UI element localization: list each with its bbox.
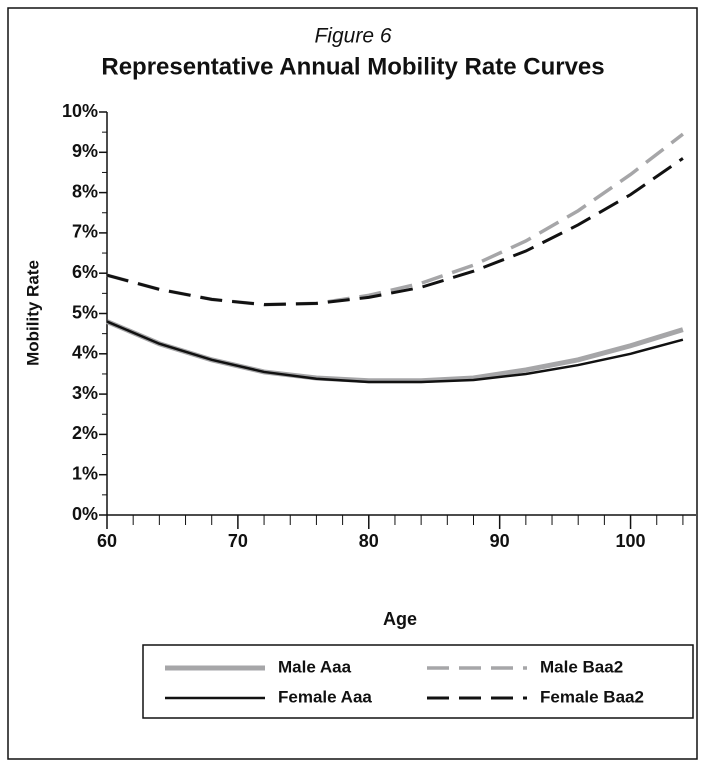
series-line (106, 157, 684, 307)
y-tick-label: 2% (72, 423, 98, 443)
legend-label: Female Baa2 (540, 687, 644, 706)
legend-label: Female Aaa (278, 687, 372, 706)
x-tick-label: 60 (97, 531, 117, 551)
x-tick-label: 70 (228, 531, 248, 551)
series-line (106, 320, 684, 384)
y-tick-label: 0% (72, 504, 98, 524)
legend-label: Male Baa2 (540, 657, 623, 676)
y-axis-label: Mobility Rate (23, 260, 42, 366)
y-tick-label: 1% (72, 463, 98, 483)
y-tick-label: 8% (72, 181, 98, 201)
legend-box (142, 644, 694, 719)
y-tick-label: 4% (72, 343, 98, 363)
y-tick-label: 9% (72, 141, 98, 161)
y-tick-label: 5% (72, 302, 98, 322)
y-tick-label: 7% (72, 222, 98, 242)
x-tick-label: 90 (490, 531, 510, 551)
y-tick-label: 10% (62, 101, 98, 121)
frame (7, 7, 698, 760)
y-tick-label: 3% (72, 383, 98, 403)
legend-label: Male Aaa (278, 657, 352, 676)
x-tick-label: 80 (359, 531, 379, 551)
x-tick-label: 100 (616, 531, 646, 551)
chart-title: Representative Annual Mobility Rate Curv… (101, 53, 604, 80)
series-line (106, 319, 684, 384)
series-line (106, 132, 684, 307)
figure-label: Figure 6 (314, 25, 391, 48)
y-tick-label: 6% (72, 262, 98, 282)
x-axis-label: Age (383, 609, 417, 629)
